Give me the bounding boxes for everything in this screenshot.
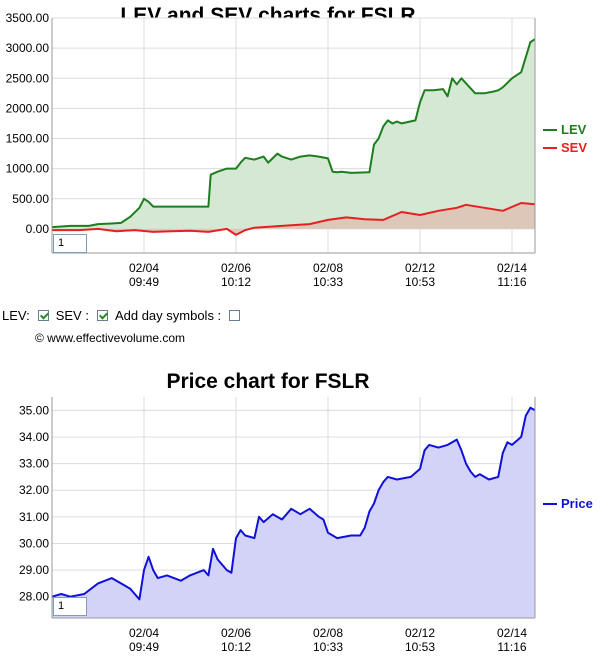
y-tick-label: 34.00: [19, 430, 49, 444]
x-tick-time: 09:49: [129, 640, 159, 654]
x-tick-date: 02/08: [313, 626, 343, 640]
legend-label-lev: LEV: [561, 122, 587, 137]
lev-sev-zoom-input[interactable]: 1: [53, 234, 87, 253]
y-tick-label: 2000.00: [6, 101, 50, 115]
x-tick-date: 02/14: [497, 626, 527, 640]
y-tick-label: 3000.00: [6, 41, 50, 55]
lev-label: LEV:: [2, 308, 30, 323]
day-symbols-label: Add day symbols :: [114, 308, 222, 323]
y-tick-label: 29.00: [19, 563, 49, 577]
y-tick-label: 33.00: [19, 457, 49, 471]
x-tick-time: 10:33: [313, 640, 343, 654]
x-tick-date: 02/14: [497, 261, 527, 275]
series-area-price: [52, 407, 535, 618]
x-tick-date: 02/12: [405, 626, 435, 640]
sev-label: SEV :: [55, 308, 89, 323]
legend-label-price: Price: [561, 496, 593, 511]
sev-checkbox[interactable]: [96, 310, 108, 321]
series-line-price: [51, 406, 536, 601]
lev-sev-chart: LEV and SEV charts for FSLR0.00500.00100…: [6, 4, 588, 289]
y-tick-label: 31.00: [19, 510, 49, 524]
chart-title: Price chart for FSLR: [166, 370, 369, 393]
y-tick-label: 3500.00: [6, 11, 50, 25]
x-tick-date: 02/12: [405, 261, 435, 275]
y-tick-label: 0.00: [26, 222, 50, 236]
price-zoom-input[interactable]: 1: [53, 597, 87, 616]
day-symbols-checkbox[interactable]: [229, 310, 241, 321]
y-tick-label: 28.00: [19, 590, 49, 604]
x-tick-time: 10:53: [405, 275, 435, 289]
chart-controls: LEV: SEV : Add day symbols :: [2, 308, 243, 323]
x-tick-time: 11:16: [497, 640, 526, 654]
x-tick-date: 02/04: [129, 261, 159, 275]
series-area-sev: [52, 203, 535, 235]
price-chart: Price chart for FSLR 28.00 29.00 30.00 31.00…: [19, 370, 593, 654]
x-tick-date: 02/08: [313, 261, 343, 275]
x-tick-time: 10:33: [313, 275, 343, 289]
series-line-lev: [51, 38, 536, 229]
lev-checkbox[interactable]: [37, 310, 49, 321]
y-tick-label: 2500.00: [6, 71, 50, 85]
y-tick-label: 1000.00: [6, 162, 50, 176]
x-tick-date: 02/06: [221, 626, 251, 640]
series-area-lev: [52, 39, 535, 229]
series-line-sev: [52, 202, 536, 236]
legend-label-sev: SEV: [561, 140, 587, 155]
copyright-text: © www.effectivevolume.com: [35, 331, 186, 345]
y-tick-label: 1500.00: [6, 132, 50, 146]
x-tick-time: 10:12: [221, 640, 251, 654]
y-tick-label: 500.00: [12, 192, 49, 206]
x-tick-date: 02/06: [221, 261, 251, 275]
x-tick-time: 10:53: [405, 640, 435, 654]
x-tick-time: 11:16: [497, 275, 526, 289]
x-tick-time: 10:12: [221, 275, 251, 289]
x-tick-time: 09:49: [129, 275, 159, 289]
x-tick-date: 02/04: [129, 626, 159, 640]
y-tick-label: 30.00: [19, 536, 49, 550]
y-tick-label: 32.00: [19, 483, 49, 497]
y-tick-label: 35.00: [19, 403, 49, 417]
